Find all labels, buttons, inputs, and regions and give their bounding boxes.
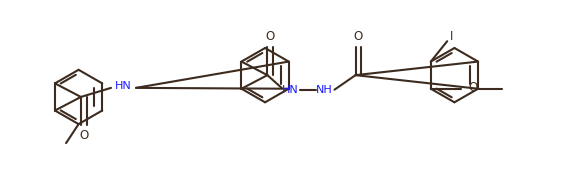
Text: O: O (266, 30, 275, 43)
Text: HN: HN (282, 85, 299, 95)
Text: NH: NH (316, 85, 333, 95)
Text: O: O (469, 81, 478, 94)
Text: O: O (354, 30, 363, 43)
Text: O: O (79, 129, 88, 142)
Text: I: I (450, 30, 453, 43)
Text: HN: HN (115, 81, 132, 91)
